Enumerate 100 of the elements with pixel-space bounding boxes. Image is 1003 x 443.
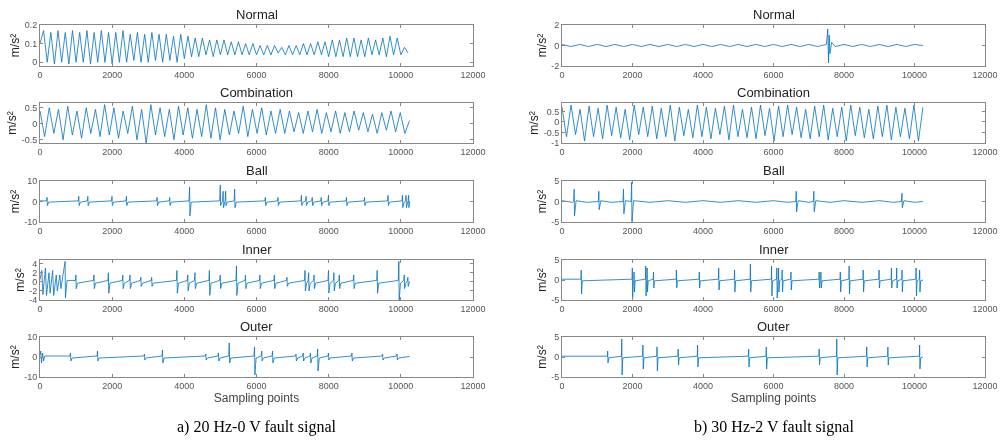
- x-tick-label: 2000: [102, 69, 123, 80]
- y-tick-label: 0: [32, 196, 38, 207]
- x-tick-label: 10000: [388, 380, 414, 391]
- y-tick-label: -10: [24, 372, 38, 383]
- line-series: [40, 30, 409, 65]
- x-tick-label: 4000: [174, 69, 195, 80]
- y-tick-label: -0.5: [21, 134, 38, 145]
- y-tick-label: 0.2: [24, 20, 38, 31]
- line-series: [40, 342, 410, 376]
- x-axis-title: Sampling points: [730, 390, 817, 405]
- x-tick-label: 4000: [692, 69, 714, 80]
- y-axis-title: m/s²: [534, 345, 549, 369]
- y-tick-label: -10: [24, 217, 38, 228]
- x-tick-label: 12000: [460, 69, 486, 80]
- y-axis-title: m/s²: [7, 189, 22, 214]
- x-tick-label: 10000: [388, 225, 414, 236]
- y-tick-label: -2: [551, 61, 560, 72]
- x-tick-label: 10000: [388, 69, 414, 80]
- y-axis-title: m/s²: [534, 268, 549, 292]
- x-tick-label: 6000: [246, 69, 267, 80]
- y-axis-title: m/s²: [5, 111, 20, 135]
- y-tick-label: -1: [551, 138, 560, 149]
- y-tick-label: 0: [554, 275, 560, 286]
- y-tick-label: 5: [554, 176, 560, 187]
- x-tick-label: 8000: [318, 69, 339, 80]
- y-tick-label: 0: [32, 276, 38, 287]
- x-tick-label: 2000: [622, 146, 643, 157]
- x-tick-label: 12000: [972, 380, 998, 391]
- x-tick-label: 2000: [622, 69, 643, 80]
- y-axis-title: m/s²: [527, 111, 542, 135]
- y-tick-label: 5: [554, 332, 560, 343]
- x-tick-label: 12000: [460, 380, 486, 391]
- x-tick-label: 4000: [692, 303, 714, 314]
- x-tick-label: 10000: [901, 146, 928, 157]
- y-tick-label: 4: [32, 258, 38, 269]
- x-tick-label: 8000: [318, 146, 339, 157]
- y-tick-label: 10: [27, 176, 38, 187]
- y-tick-label: 0: [32, 57, 38, 68]
- x-tick-label: 12000: [460, 225, 486, 236]
- x-tick-label: 8000: [833, 225, 855, 236]
- x-tick-label: 10000: [388, 303, 414, 314]
- y-tick-label: 2: [554, 20, 560, 31]
- line-series: [562, 104, 924, 142]
- y-tick-label: 0: [32, 352, 38, 363]
- chart-title: Normal: [236, 7, 279, 22]
- y-axis-title: m/s²: [12, 268, 27, 292]
- line-series: [40, 104, 410, 143]
- x-tick-label: 2000: [102, 380, 123, 391]
- y-tick-label: 5: [554, 255, 560, 266]
- x-tick-label: 10000: [901, 225, 928, 236]
- line-series: [562, 263, 924, 299]
- y-tick-label: 0: [554, 117, 560, 128]
- chart-title: Inner: [759, 242, 790, 257]
- y-tick-label: 0: [32, 118, 38, 129]
- x-tick-label: 4000: [174, 225, 195, 236]
- y-tick-label: 0.1: [24, 38, 38, 49]
- chart-title: Normal: [753, 7, 796, 22]
- text: a) 20 Hz-0 V fault signal: [177, 418, 337, 436]
- x-tick-label: 2000: [102, 146, 123, 157]
- text: b) 30 Hz-2 V fault signal: [694, 418, 855, 436]
- x-tick-label: 4000: [692, 225, 714, 236]
- x-tick-label: 4000: [174, 303, 195, 314]
- line-series: [40, 184, 410, 217]
- x-tick-label: 2000: [622, 380, 643, 391]
- y-tick-label: 0: [554, 352, 560, 363]
- x-tick-label: 12000: [972, 146, 998, 157]
- x-tick-label: 8000: [318, 380, 339, 391]
- x-tick-label: 8000: [318, 303, 339, 314]
- chart-title: Ball: [246, 163, 268, 178]
- x-tick-label: 2000: [622, 303, 643, 314]
- x-tick-label: 10000: [901, 380, 928, 391]
- x-tick-label: 4000: [174, 146, 195, 157]
- x-tick-label: 4000: [692, 146, 714, 157]
- x-tick-label: 2000: [102, 225, 123, 236]
- y-tick-label: 0.5: [24, 102, 38, 113]
- line-series: [40, 260, 410, 300]
- x-tick-label: 8000: [833, 69, 855, 80]
- y-tick-label: 10: [27, 332, 38, 343]
- y-tick-label: -5: [551, 217, 560, 228]
- x-tick-label: 6000: [763, 303, 784, 314]
- x-tick-label: 12000: [972, 225, 998, 236]
- y-tick-label: -5: [551, 295, 560, 306]
- y-tick-label: -2: [29, 286, 38, 297]
- y-axis-title: m/s²: [7, 345, 22, 369]
- x-tick-label: 6000: [246, 380, 267, 391]
- x-tick-label: 12000: [972, 303, 998, 314]
- y-tick-label: -0.5: [543, 127, 560, 138]
- chart-title: Combination: [737, 85, 810, 100]
- x-tick-label: 10000: [388, 146, 414, 157]
- chart-title: Ball: [763, 163, 785, 178]
- x-tick-label: 6000: [763, 380, 784, 391]
- chart-title: Outer: [240, 319, 274, 334]
- x-tick-label: 6000: [763, 146, 784, 157]
- y-axis-title: m/s²: [8, 33, 23, 58]
- x-tick-label: 6000: [763, 69, 784, 80]
- chart-title: Combination: [220, 85, 293, 100]
- chart-title: Inner: [242, 242, 273, 257]
- x-tick-label: 8000: [318, 225, 339, 236]
- line-series: [562, 28, 924, 64]
- x-tick-label: 6000: [246, 303, 267, 314]
